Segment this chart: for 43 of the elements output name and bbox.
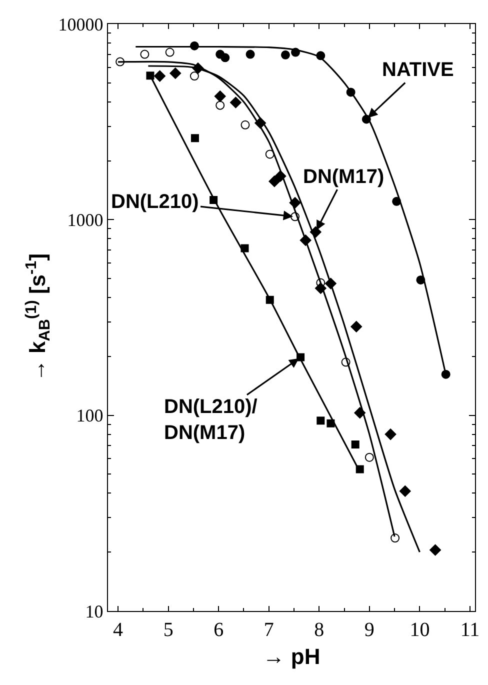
point bbox=[351, 440, 360, 448]
x-axis-title: → pH bbox=[262, 644, 320, 669]
point bbox=[154, 70, 166, 82]
y-tick-label: 1000 bbox=[67, 210, 104, 230]
point bbox=[390, 534, 400, 543]
point bbox=[265, 150, 274, 159]
point bbox=[190, 72, 199, 81]
point bbox=[384, 428, 396, 440]
point bbox=[230, 96, 242, 108]
x-tick-label: 4 bbox=[113, 619, 124, 642]
point bbox=[190, 134, 199, 142]
y-tick-label: 10 bbox=[85, 601, 104, 622]
y-tick-label: 10000 bbox=[58, 14, 104, 34]
point bbox=[430, 544, 441, 556]
x-tick-label: 5 bbox=[163, 619, 174, 642]
x-tick-label: 7 bbox=[264, 619, 274, 642]
point bbox=[268, 176, 280, 188]
x-tick-label: 11 bbox=[460, 619, 480, 642]
point bbox=[350, 320, 362, 332]
point bbox=[280, 50, 290, 60]
point bbox=[441, 370, 450, 379]
point bbox=[146, 72, 154, 80]
x-tick-label: 10 bbox=[410, 619, 430, 642]
point bbox=[246, 50, 255, 59]
x-tick-label: 8 bbox=[314, 619, 324, 642]
point bbox=[240, 120, 250, 130]
point bbox=[140, 50, 150, 59]
point bbox=[220, 53, 230, 62]
point bbox=[165, 48, 174, 57]
x-tick-label: 9 bbox=[364, 619, 374, 642]
y-tick-label: 100 bbox=[76, 406, 104, 426]
point bbox=[216, 100, 225, 110]
point bbox=[316, 416, 325, 425]
annotation: DN(L210)/ DN(M17) bbox=[164, 396, 258, 444]
point bbox=[214, 90, 226, 102]
point bbox=[326, 419, 335, 428]
point bbox=[364, 452, 374, 462]
annotation: NATIVE bbox=[382, 59, 454, 81]
x-tick-label: 6 bbox=[214, 619, 224, 642]
annotation: DN(M17) bbox=[303, 166, 384, 188]
annotation: DN(L210) bbox=[111, 191, 199, 213]
point bbox=[170, 68, 182, 79]
point bbox=[399, 485, 411, 497]
